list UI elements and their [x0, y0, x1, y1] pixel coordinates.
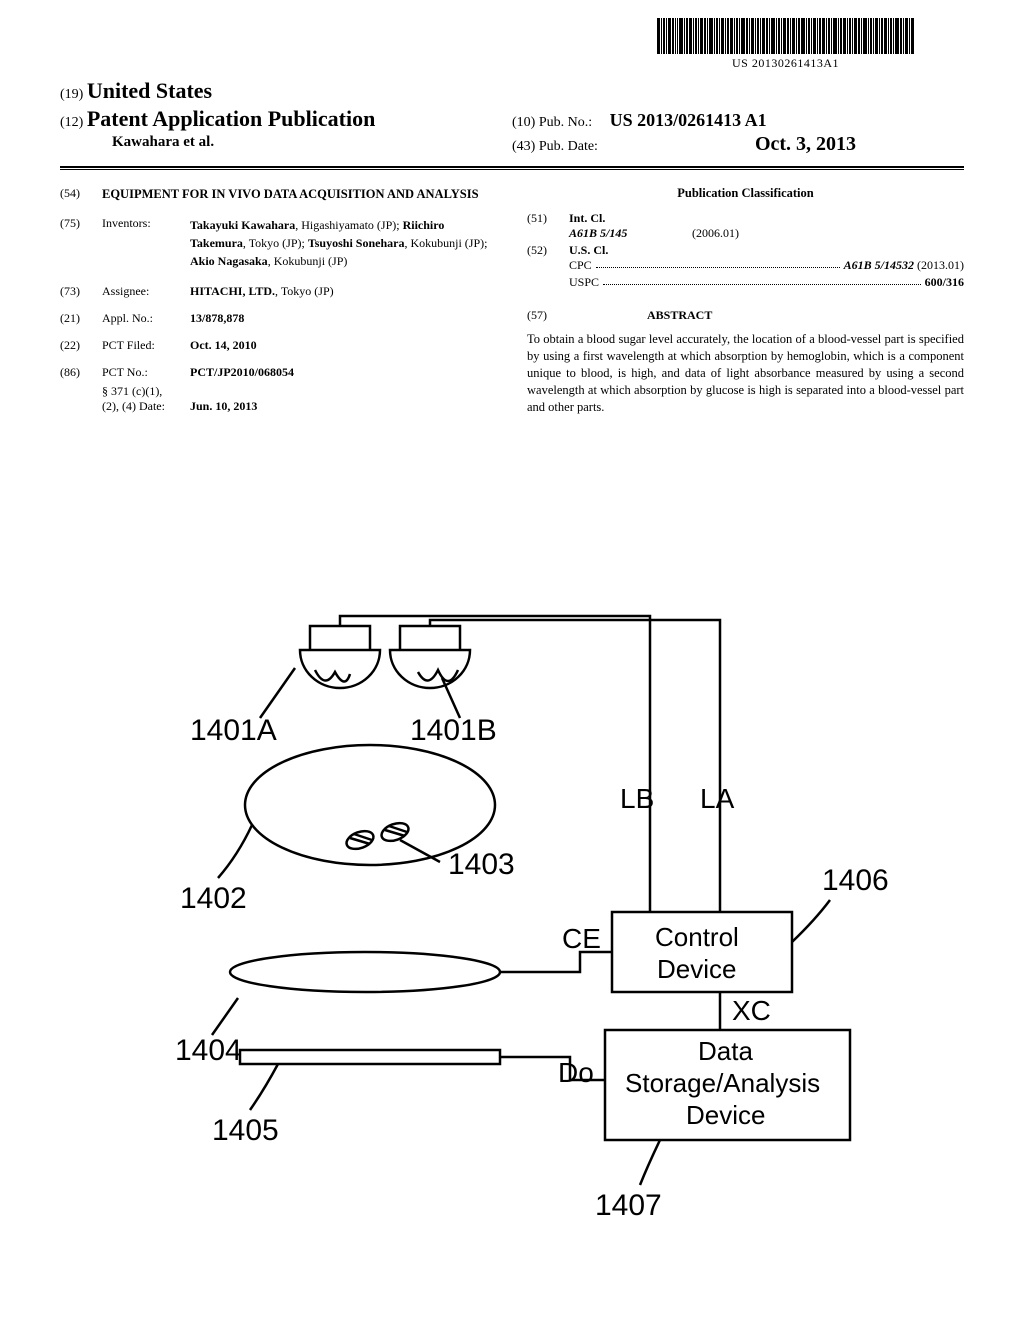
- code-43: (43): [512, 139, 535, 154]
- pct-no: PCT/JP2010/068054: [190, 365, 497, 380]
- code-52: (52): [527, 243, 569, 292]
- label-1403: 1403: [448, 848, 515, 881]
- code-10: (10): [512, 115, 535, 130]
- header: (19) United States (12) Patent Applicati…: [60, 78, 964, 156]
- uscl-label: U.S. Cl.: [569, 243, 608, 257]
- label-1404: 1404: [175, 1034, 242, 1067]
- barcode-block: US 20130261413A1: [657, 18, 914, 71]
- patent-title: EQUIPMENT FOR IN VIVO DATA ACQUISITION A…: [102, 186, 497, 202]
- pub-date: Oct. 3, 2013: [755, 133, 856, 155]
- uspc-label: USPC: [569, 275, 599, 290]
- pub-no: US 2013/0261413 A1: [610, 110, 767, 130]
- intcl-date: (2006.01): [692, 226, 739, 240]
- label-la: LA: [700, 783, 735, 814]
- label-ce: CE: [562, 923, 601, 954]
- inventors: Takayuki Kawahara, Higashiyamato (JP); R…: [190, 216, 497, 270]
- label-1406: 1406: [822, 864, 889, 897]
- pct-filed-label: PCT Filed:: [102, 338, 190, 353]
- label-1407: 1407: [595, 1189, 662, 1222]
- country: United States: [87, 78, 212, 103]
- s371-date: Jun. 10, 2013: [190, 399, 497, 414]
- appl-no: 13/878,878: [190, 311, 497, 326]
- s371-date-label: (2), (4) Date:: [102, 399, 190, 414]
- control-line1: Control: [655, 922, 739, 952]
- storage-line1: Data: [698, 1036, 753, 1066]
- storage-line2: Storage/Analysis: [625, 1068, 820, 1098]
- label-do: Do: [558, 1057, 594, 1088]
- label-lb: LB: [620, 783, 654, 814]
- control-line2: Device: [657, 954, 736, 984]
- country-line: (19) United States: [60, 78, 512, 104]
- code-51: (51): [527, 211, 569, 241]
- field-s371a: § 371 (c)(1),: [60, 384, 497, 399]
- label-1405: 1405: [212, 1114, 279, 1147]
- assignee-label: Assignee:: [102, 284, 190, 299]
- header-right: (10) Pub. No.: US 2013/0261413 A1 (43) P…: [512, 78, 964, 156]
- uspc-value: 600/316: [925, 275, 964, 290]
- field-title: (54) EQUIPMENT FOR IN VIVO DATA ACQUISIT…: [60, 186, 497, 202]
- field-uscl: (52) U.S. Cl. CPC A61B 5/14532 (2013.01)…: [527, 243, 964, 292]
- field-pct-filed: (22) PCT Filed: Oct. 14, 2010: [60, 338, 497, 353]
- leader-dots: [596, 258, 840, 268]
- s371-label: § 371 (c)(1),: [102, 384, 497, 399]
- assignee: HITACHI, LTD., Tokyo (JP): [190, 284, 497, 299]
- code-12: (12): [60, 115, 83, 130]
- code-54: (54): [60, 186, 102, 202]
- authors-line: Kawahara et al.: [112, 134, 512, 151]
- pct-no-label: PCT No.:: [102, 365, 190, 380]
- body-columns: (54) EQUIPMENT FOR IN VIVO DATA ACQUISIT…: [60, 186, 964, 426]
- pub-date-line: (43) Pub. Date: Oct. 3, 2013: [512, 133, 964, 156]
- figure: 1401A 1401B 1402 1403 1404 1405 1406 140…: [0, 610, 1024, 1250]
- pub-no-label: Pub. No.:: [539, 115, 592, 130]
- pub-type-line: (12) Patent Application Publication: [60, 106, 512, 132]
- appl-label: Appl. No.:: [102, 311, 190, 326]
- label-1401b: 1401B: [410, 714, 497, 747]
- cpc-label: CPC: [569, 258, 592, 273]
- pub-date-label: Pub. Date:: [539, 139, 598, 154]
- left-column: (54) EQUIPMENT FOR IN VIVO DATA ACQUISIT…: [60, 186, 497, 426]
- code-73: (73): [60, 284, 102, 299]
- code-21: (21): [60, 311, 102, 326]
- pub-no-line: (10) Pub. No.: US 2013/0261413 A1: [512, 110, 964, 131]
- code-75: (75): [60, 216, 102, 270]
- abstract-header-row: (57) ABSTRACT: [527, 308, 964, 323]
- leader-dots: [603, 275, 921, 285]
- field-s371b: (2), (4) Date: Jun. 10, 2013: [60, 399, 497, 414]
- code-22: (22): [60, 338, 102, 353]
- storage-line3: Device: [686, 1100, 765, 1130]
- abstract-head: ABSTRACT: [647, 308, 712, 323]
- uspc-row: USPC 600/316: [569, 275, 964, 290]
- field-appl: (21) Appl. No.: 13/878,878: [60, 311, 497, 326]
- classification-head: Publication Classification: [527, 186, 964, 201]
- header-left: (19) United States (12) Patent Applicati…: [60, 78, 512, 156]
- code-19: (19): [60, 87, 83, 102]
- barcode: [657, 18, 914, 54]
- abstract-text: To obtain a blood sugar level accurately…: [527, 331, 964, 415]
- cpc-value: A61B 5/14532 (2013.01): [844, 258, 964, 273]
- inventors-label: Inventors:: [102, 216, 190, 270]
- right-column: Publication Classification (51) Int. Cl.…: [527, 186, 964, 426]
- pub-type: Patent Application Publication: [87, 106, 375, 131]
- intcl-label: Int. Cl.: [569, 211, 605, 225]
- field-intcl: (51) Int. Cl. A61B 5/145 (2006.01): [527, 211, 964, 241]
- field-inventors: (75) Inventors: Takayuki Kawahara, Higas…: [60, 216, 497, 270]
- code-57: (57): [527, 308, 547, 323]
- barcode-text: US 20130261413A1: [657, 56, 914, 71]
- field-assignee: (73) Assignee: HITACHI, LTD., Tokyo (JP): [60, 284, 497, 299]
- label-1402: 1402: [180, 882, 247, 915]
- field-pct-no: (86) PCT No.: PCT/JP2010/068054: [60, 365, 497, 380]
- label-1401a: 1401A: [190, 714, 277, 747]
- rule-thin: [60, 169, 964, 170]
- rule-thick: [60, 166, 964, 168]
- code-86: (86): [60, 365, 102, 380]
- pct-filed: Oct. 14, 2010: [190, 338, 497, 353]
- label-xc: XC: [732, 995, 771, 1026]
- cpc-row: CPC A61B 5/14532 (2013.01): [569, 258, 964, 273]
- intcl-code: A61B 5/145: [569, 226, 627, 240]
